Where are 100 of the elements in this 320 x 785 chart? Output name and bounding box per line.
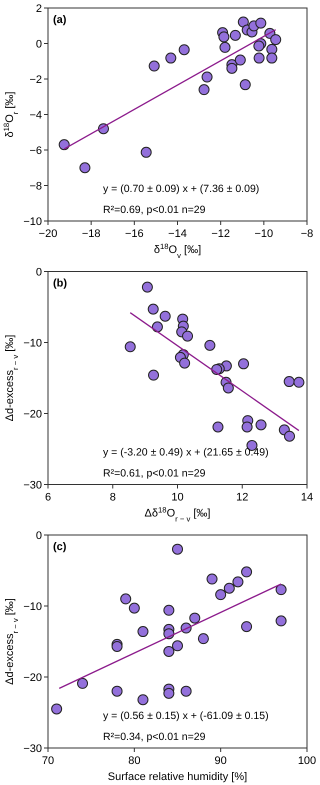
annotation: R²=0.34, p<0.01 n=29 — [103, 731, 206, 743]
y-tick-label: −10 — [23, 338, 42, 350]
point — [172, 640, 183, 652]
point — [51, 703, 62, 714]
point — [198, 84, 210, 96]
point — [234, 54, 246, 66]
point — [284, 430, 296, 442]
point — [218, 31, 230, 42]
point — [241, 566, 252, 578]
point — [240, 79, 251, 90]
point — [148, 304, 159, 315]
point — [202, 72, 213, 83]
point — [293, 376, 304, 388]
x-tick-label: 8 — [110, 492, 116, 504]
point — [238, 16, 249, 28]
point — [180, 686, 192, 697]
annotation: (b) — [53, 278, 68, 290]
y-tick-label: −10 — [23, 601, 42, 613]
point — [163, 688, 174, 699]
point — [163, 646, 174, 657]
y-tick-label: −20 — [23, 672, 42, 684]
point — [241, 621, 252, 632]
point — [224, 582, 235, 594]
x-tick-label: −12 — [211, 228, 230, 240]
point — [124, 341, 136, 352]
x-axis-title: δ$^{18}$O$_{v}$ [‰] — [154, 242, 202, 260]
annotation: R²=0.69, p<0.01 n=29 — [103, 204, 206, 216]
point — [254, 52, 265, 64]
y-tick-label: 0 — [36, 530, 42, 542]
x-tick-label: 12 — [236, 492, 248, 504]
point — [172, 544, 183, 555]
point — [204, 340, 216, 351]
point — [112, 686, 123, 697]
point — [222, 382, 234, 394]
point — [219, 42, 230, 53]
x-tick-label: −18 — [82, 228, 101, 240]
point — [182, 330, 194, 342]
point — [198, 633, 209, 644]
x-tick-label: −10 — [254, 228, 274, 240]
point — [212, 421, 224, 432]
point — [242, 421, 253, 432]
point — [206, 574, 218, 585]
point — [255, 18, 266, 29]
point — [163, 604, 174, 616]
point — [226, 62, 238, 74]
point — [238, 358, 250, 370]
point — [232, 576, 244, 588]
y-tick-label: 0 — [36, 38, 42, 50]
point — [276, 584, 287, 596]
x-tick-label: 90 — [214, 755, 227, 767]
x-tick-label: −16 — [124, 228, 144, 240]
point — [137, 694, 148, 706]
x-tick-label: 80 — [128, 755, 140, 767]
point — [77, 678, 88, 689]
annotation: (c) — [53, 541, 67, 553]
point — [140, 146, 152, 158]
point — [270, 34, 282, 46]
point — [276, 615, 287, 626]
y-tick-label: −6 — [29, 145, 42, 157]
x-axis-title: Surface relative humidity [%] — [108, 771, 248, 783]
x-tick-label: 100 — [298, 755, 316, 767]
y-tick-label: 0 — [36, 266, 42, 278]
point — [128, 602, 140, 614]
point — [142, 282, 153, 293]
point — [165, 52, 176, 64]
y-tick-label: −10 — [23, 216, 42, 228]
y-tick-label: 2 — [36, 3, 42, 15]
point — [266, 52, 278, 64]
point — [79, 162, 90, 174]
point — [148, 370, 160, 381]
x-tick-label: −8 — [300, 228, 314, 240]
annotation: R²=0.61, p<0.01 n=29 — [103, 468, 206, 480]
y-tick-label: −20 — [23, 408, 42, 420]
point — [215, 589, 226, 600]
y-tick-label: −30 — [23, 480, 42, 492]
x-tick-label: 70 — [42, 755, 54, 767]
x-tick-label: 14 — [300, 492, 314, 504]
x-tick-label: −14 — [168, 228, 187, 240]
point — [120, 593, 132, 604]
point — [256, 419, 267, 430]
point — [230, 30, 241, 41]
annotation: y = (-3.20 ± 0.49) x + (21.65 ± 0.49) — [103, 446, 269, 458]
y-tick-label: −4 — [29, 110, 42, 122]
y-tick-label: −8 — [29, 180, 42, 192]
y-tick-label: −30 — [23, 743, 42, 755]
x-tick-label: 10 — [171, 492, 184, 504]
point — [58, 139, 70, 150]
point — [179, 358, 190, 369]
annotation: y = (0.70 ± 0.09) x + (7.36 ± 0.09) — [103, 183, 260, 195]
annotation: y = (0.56 ± 0.15) x + (-61.09 ± 0.15) — [103, 710, 269, 722]
x-tick-label: 6 — [44, 492, 52, 504]
point — [160, 310, 171, 322]
point — [148, 60, 160, 72]
y-tick-label: −2 — [29, 74, 42, 86]
point — [137, 626, 148, 638]
annotation: (a) — [53, 14, 67, 26]
point — [178, 44, 190, 56]
x-axis-title: Δδ$^{18}$O$_{r − v}$ [‰] — [144, 505, 210, 523]
point — [189, 612, 200, 624]
point — [284, 376, 295, 388]
